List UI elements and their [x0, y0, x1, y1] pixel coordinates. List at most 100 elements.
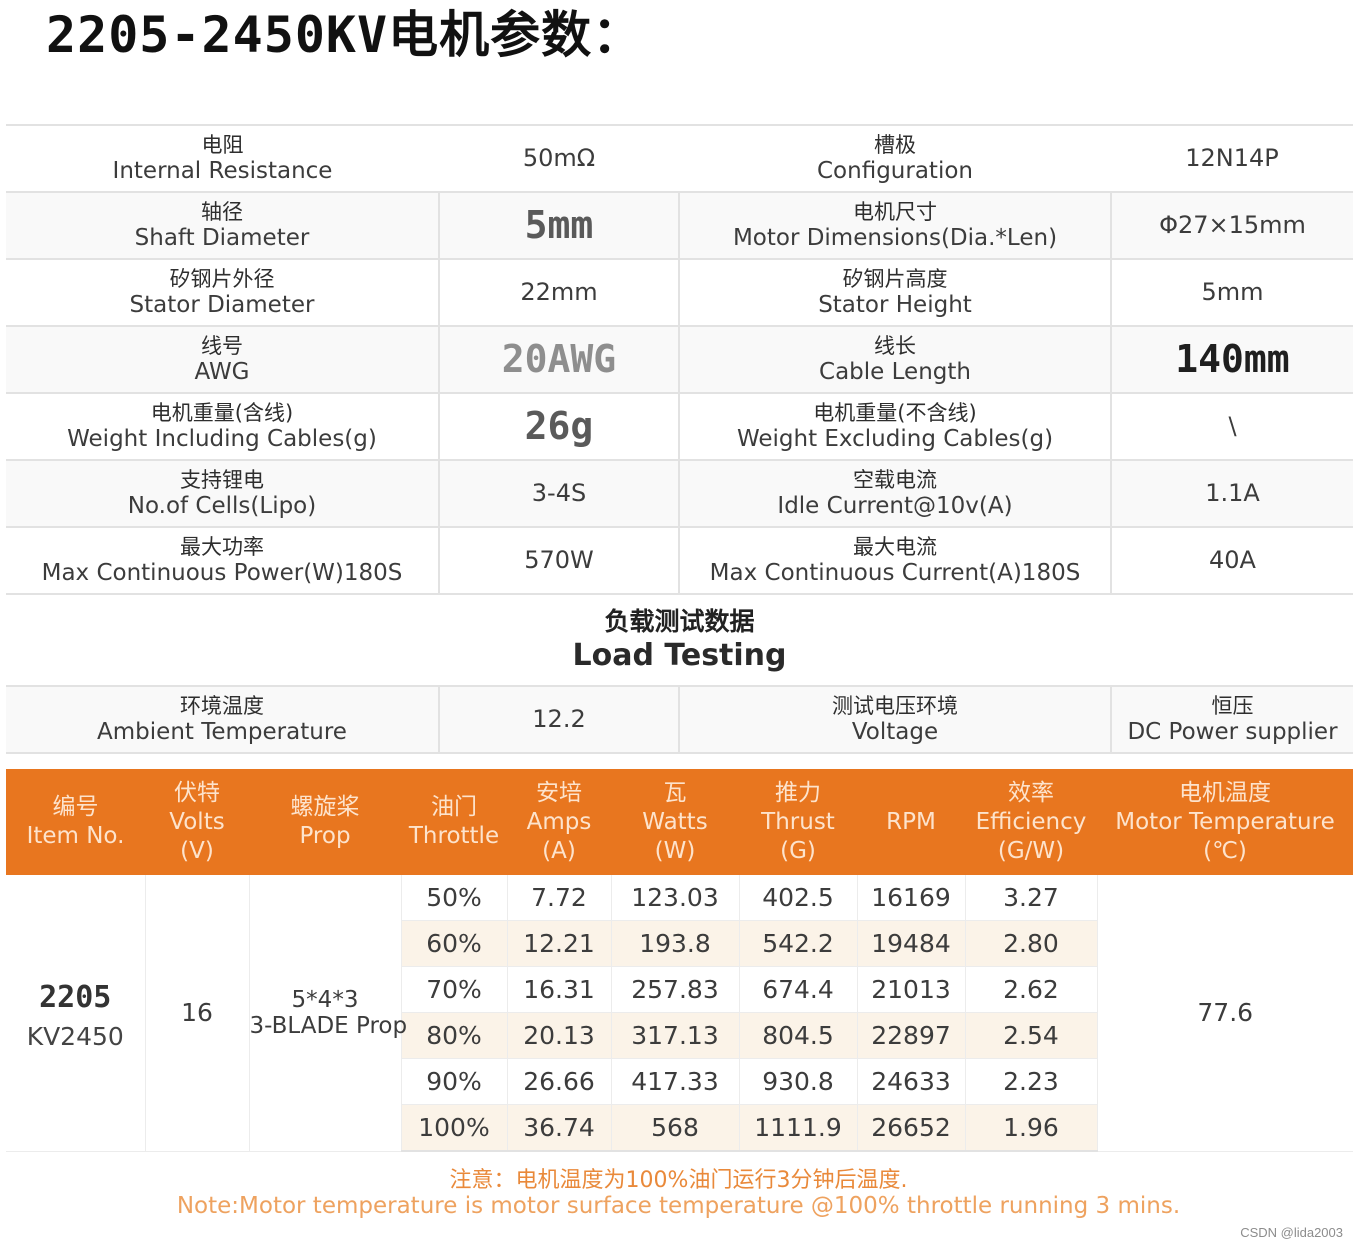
rpm-cell: 26652	[856, 1104, 965, 1152]
throttle-cell: 50%	[400, 875, 507, 921]
title-cn: 电机参数：	[388, 6, 644, 64]
spec-label: 矽钢片高度 Stator Height	[678, 258, 1111, 327]
col-header-item: 编号 Item No.	[6, 769, 145, 875]
environment-row: 环境温度 Ambient Temperature 12.2 测试电压环境 Volta…	[6, 685, 1353, 754]
col-header-cn: 螺旋桨	[290, 794, 360, 820]
spec-label-cn: 矽钢片外径	[169, 267, 275, 291]
col-header-unit: (V)	[180, 837, 214, 864]
spec-label: 电机重量(含线) Weight Including Cables(g)	[6, 392, 439, 461]
col-header-en: Motor Temperature	[1115, 808, 1335, 835]
spec-label: 轴径 Shaft Diameter	[6, 191, 439, 260]
amps-cell: 7.72	[506, 875, 611, 921]
efficiency-cell: 2.80	[964, 920, 1097, 967]
thrust-cell: 930.8	[738, 1058, 857, 1105]
load-testing-header-row: 编号 Item No. 伏特 Volts (V) 螺旋桨 Prop 油门 Throttle…	[6, 769, 1353, 875]
rpm-cell: 24633	[856, 1058, 965, 1105]
thrust-cell: 402.5	[738, 875, 857, 921]
spec-value: Φ27×15mm	[1110, 191, 1353, 260]
spec-value: 12N14P	[1111, 124, 1353, 193]
spec-label-cn: 最大电流	[853, 535, 937, 559]
watts-cell: 193.8	[610, 920, 739, 967]
spec-label-en: Motor Dimensions(Dia.*Len)	[732, 225, 1058, 251]
motor-parameters-table: 电阻 Internal Resistance 50mΩ 槽极 Configurati…	[6, 124, 1353, 754]
volts-cell: 16	[144, 875, 249, 1152]
supply-cn: 恒压	[1211, 694, 1254, 718]
title-code: 2205-2450KV	[46, 6, 389, 64]
spec-label: 支持锂电 No.of Cells(Lipo)	[6, 459, 439, 528]
col-header-en: Amps	[526, 808, 592, 835]
spec-value: 20AWG	[438, 325, 679, 394]
col-header-unit: (G)	[780, 837, 816, 864]
table-row: 2205 KV2450 16 5*4*3 3-BLADE Prop 50% 7.72…	[6, 875, 1353, 1152]
efficiency-cell: 3.27	[964, 875, 1097, 921]
watts-cell: 568	[610, 1104, 739, 1152]
spec-label: 槽极 Configuration	[679, 124, 1111, 193]
spec-label-en: Stator Diameter	[129, 292, 315, 318]
model-number: 2205	[39, 980, 112, 1016]
col-header-cn: 电机温度	[1179, 779, 1271, 806]
efficiency-cell: 2.23	[964, 1058, 1097, 1105]
spec-label-cn: 槽极	[874, 133, 916, 157]
spec-label-en: Weight Including Cables(g)	[67, 426, 377, 452]
voltage-label-cn: 测试电压环境	[832, 694, 958, 718]
efficiency-cell: 1.96	[964, 1104, 1097, 1152]
load-heading-en: Load Testing	[572, 638, 787, 673]
col-header-cn: 瓦	[663, 779, 687, 806]
throttle-cell: 70%	[400, 966, 507, 1013]
spec-label: 最大电流 Max Continuous Current(A)180S	[678, 526, 1111, 595]
spec-label: 线号 AWG	[6, 325, 439, 394]
table-row: 80% 20.13 317.13 804.5 22897 2.54	[6, 1012, 1353, 1059]
amps-cell: 16.31	[506, 966, 611, 1013]
spec-label-cn: 电机尺寸	[853, 200, 937, 224]
rpm-cell: 19484	[856, 920, 965, 967]
rpm-cell: 22897	[856, 1012, 965, 1059]
spec-label-en: Max Continuous Current(A)180S	[709, 560, 1081, 586]
spec-label-en: Max Continuous Power(W)180S	[41, 560, 403, 586]
ambient-value: 12.2	[438, 685, 679, 754]
supply-en: DC Power supplier	[1127, 719, 1338, 745]
col-header-en: Volts	[169, 808, 225, 835]
spec-label: 电阻 Internal Resistance	[6, 124, 439, 193]
spec-label-en: AWG	[194, 359, 250, 385]
prop-cell: 5*4*3 3-BLADE Prop	[248, 875, 407, 1152]
spec-row-cells: 支持锂电 No.of Cells(Lipo) 3-4S 空载电流 Idle Curr…	[6, 459, 1353, 528]
spec-label-cn: 线号	[201, 334, 243, 358]
col-header-thrust: 推力 Thrust (G)	[739, 769, 857, 875]
col-header-unit: (℃)	[1203, 837, 1247, 864]
amps-cell: 26.66	[506, 1058, 611, 1105]
table-row: 70% 16.31 257.83 674.4 21013 2.62	[6, 966, 1353, 1013]
spec-label-cn: 空载电流	[853, 468, 937, 492]
voltage-label: 测试电压环境 Voltage	[678, 685, 1111, 754]
spec-label-cn: 线长	[874, 334, 916, 358]
spec-label: 最大功率 Max Continuous Power(W)180S	[6, 526, 439, 595]
spec-label-en: Weight Excluding Cables(g)	[736, 426, 1054, 452]
spec-row-stator: 矽钢片外径 Stator Diameter 22mm 矽钢片高度 Stator He…	[6, 258, 1353, 327]
spec-label: 电机重量(不含线) Weight Excluding Cables(g)	[678, 392, 1111, 461]
spec-label-en: Internal Resistance	[112, 158, 333, 184]
spec-row-resistance: 电阻 Internal Resistance 50mΩ 槽极 Configurati…	[6, 124, 1353, 193]
col-header-en: Thrust	[761, 808, 835, 835]
load-testing-heading-row: 负载测试数据 Load Testing	[6, 593, 1353, 687]
spec-value: 5mm	[1110, 258, 1353, 327]
amps-cell: 12.21	[506, 920, 611, 967]
watts-cell: 417.33	[610, 1058, 739, 1105]
col-header-motor-temp: 电机温度 Motor Temperature (℃)	[1097, 769, 1353, 875]
col-header-en: Efficiency	[975, 808, 1087, 835]
spec-label-en: Cable Length	[819, 359, 971, 385]
prop-size: 5*4*3	[291, 986, 359, 1013]
watts-cell: 123.03	[610, 875, 739, 921]
spec-label-en: Shaft Diameter	[134, 225, 310, 251]
ambient-label-en: Ambient Temperature	[97, 719, 347, 745]
load-testing-heading: 负载测试数据 Load Testing	[6, 593, 1353, 687]
spec-value: 3-4S	[438, 459, 679, 528]
col-header-unit: (A)	[542, 837, 576, 864]
col-header-en: Watts	[642, 808, 708, 835]
table-row: 90% 26.66 417.33 930.8 24633 2.23	[6, 1058, 1353, 1105]
col-header-cn: 油门	[431, 794, 477, 820]
spec-label-en: No.of Cells(Lipo)	[127, 493, 317, 519]
spec-label-cn: 最大功率	[180, 535, 264, 559]
col-header-cn: 伏特	[174, 779, 220, 806]
thrust-cell: 804.5	[738, 1012, 857, 1059]
spec-row-weight: 电机重量(含线) Weight Including Cables(g) 26g 电…	[6, 392, 1353, 461]
load-testing-table: 编号 Item No. 伏特 Volts (V) 螺旋桨 Prop 油门 Throttle…	[6, 769, 1353, 1152]
